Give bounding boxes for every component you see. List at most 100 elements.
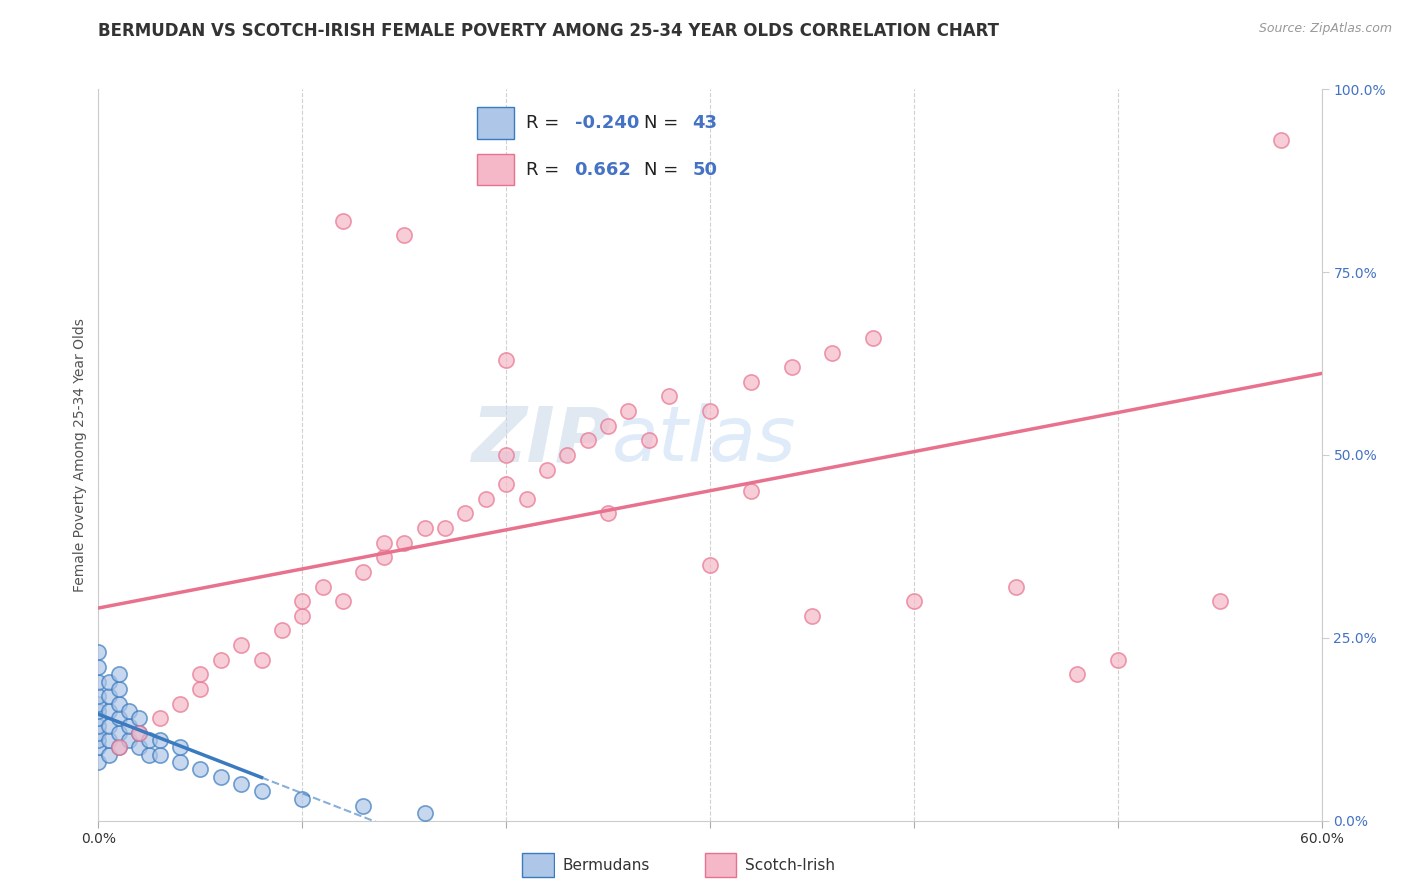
Point [413, 521, 436, 535]
Point [231, 777, 253, 791]
Point [87, 755, 110, 769]
Point [149, 733, 172, 747]
FancyBboxPatch shape [522, 853, 554, 878]
Point [138, 747, 160, 762]
Point [128, 726, 150, 740]
Text: N =: N = [644, 114, 683, 132]
Text: R =: R = [526, 161, 565, 178]
Point [209, 770, 232, 784]
Text: Scotch-Irish: Scotch-Irish [745, 858, 835, 872]
Point [138, 733, 160, 747]
Point [97, 733, 120, 747]
Point [312, 580, 335, 594]
Point [413, 806, 436, 821]
Point [392, 228, 416, 243]
Point [108, 740, 131, 755]
Point [87, 645, 110, 659]
Point [291, 594, 314, 608]
Point [617, 404, 640, 418]
Point [536, 462, 558, 476]
Point [128, 726, 150, 740]
Point [87, 704, 110, 718]
Point [516, 491, 538, 506]
Point [108, 711, 131, 725]
Point [250, 784, 273, 798]
Point [1209, 594, 1232, 608]
Point [598, 507, 620, 521]
Point [434, 521, 457, 535]
Point [97, 674, 120, 689]
Text: atlas: atlas [612, 403, 797, 477]
Point [495, 477, 517, 491]
Point [291, 608, 314, 623]
Point [128, 740, 150, 755]
Point [780, 360, 803, 375]
Point [108, 667, 131, 681]
Point [108, 681, 131, 696]
Point [97, 718, 120, 732]
Point [118, 733, 141, 747]
Point [495, 448, 517, 462]
Point [188, 667, 212, 681]
Point [118, 704, 141, 718]
Text: Source: ZipAtlas.com: Source: ZipAtlas.com [1258, 22, 1392, 36]
FancyBboxPatch shape [477, 153, 515, 186]
Point [454, 507, 477, 521]
Point [209, 653, 232, 667]
Point [188, 681, 212, 696]
Point [373, 550, 395, 565]
Text: -0.240: -0.240 [575, 114, 638, 132]
Point [862, 331, 884, 345]
Text: 50: 50 [693, 161, 717, 178]
Point [658, 389, 681, 403]
Point [638, 434, 661, 448]
Point [373, 535, 395, 549]
Point [128, 711, 150, 725]
Point [740, 375, 762, 389]
Point [169, 697, 191, 711]
Point [495, 352, 517, 367]
Point [1004, 580, 1026, 594]
Point [149, 711, 172, 725]
Point [169, 755, 191, 769]
Point [108, 697, 131, 711]
Point [270, 624, 294, 638]
Point [598, 418, 620, 433]
FancyBboxPatch shape [477, 107, 515, 139]
Point [250, 653, 273, 667]
Text: 43: 43 [693, 114, 717, 132]
Point [108, 740, 131, 755]
Point [699, 558, 721, 572]
Point [87, 690, 110, 704]
Point [169, 740, 191, 755]
Text: BERMUDAN VS SCOTCH-IRISH FEMALE POVERTY AMONG 25-34 YEAR OLDS CORRELATION CHART: BERMUDAN VS SCOTCH-IRISH FEMALE POVERTY … [98, 22, 1000, 40]
Text: 0.662: 0.662 [575, 161, 631, 178]
Point [87, 660, 110, 674]
Point [97, 690, 120, 704]
Point [97, 704, 120, 718]
FancyBboxPatch shape [704, 853, 737, 878]
Point [474, 491, 498, 506]
Point [821, 345, 844, 359]
Point [188, 763, 212, 777]
Point [903, 594, 925, 608]
Text: R =: R = [526, 114, 565, 132]
Point [87, 697, 110, 711]
Point [1107, 653, 1129, 667]
Point [118, 718, 141, 732]
Point [332, 594, 354, 608]
Point [1066, 667, 1088, 681]
Point [352, 799, 374, 814]
Point [352, 565, 374, 579]
Point [87, 733, 110, 747]
Point [699, 404, 721, 418]
Point [87, 711, 110, 725]
Point [87, 740, 110, 755]
Point [97, 747, 120, 762]
Point [291, 791, 314, 805]
Y-axis label: Female Poverty Among 25-34 Year Olds: Female Poverty Among 25-34 Year Olds [73, 318, 87, 592]
Point [231, 638, 253, 652]
Point [557, 448, 579, 462]
Point [332, 214, 354, 228]
Point [108, 726, 131, 740]
